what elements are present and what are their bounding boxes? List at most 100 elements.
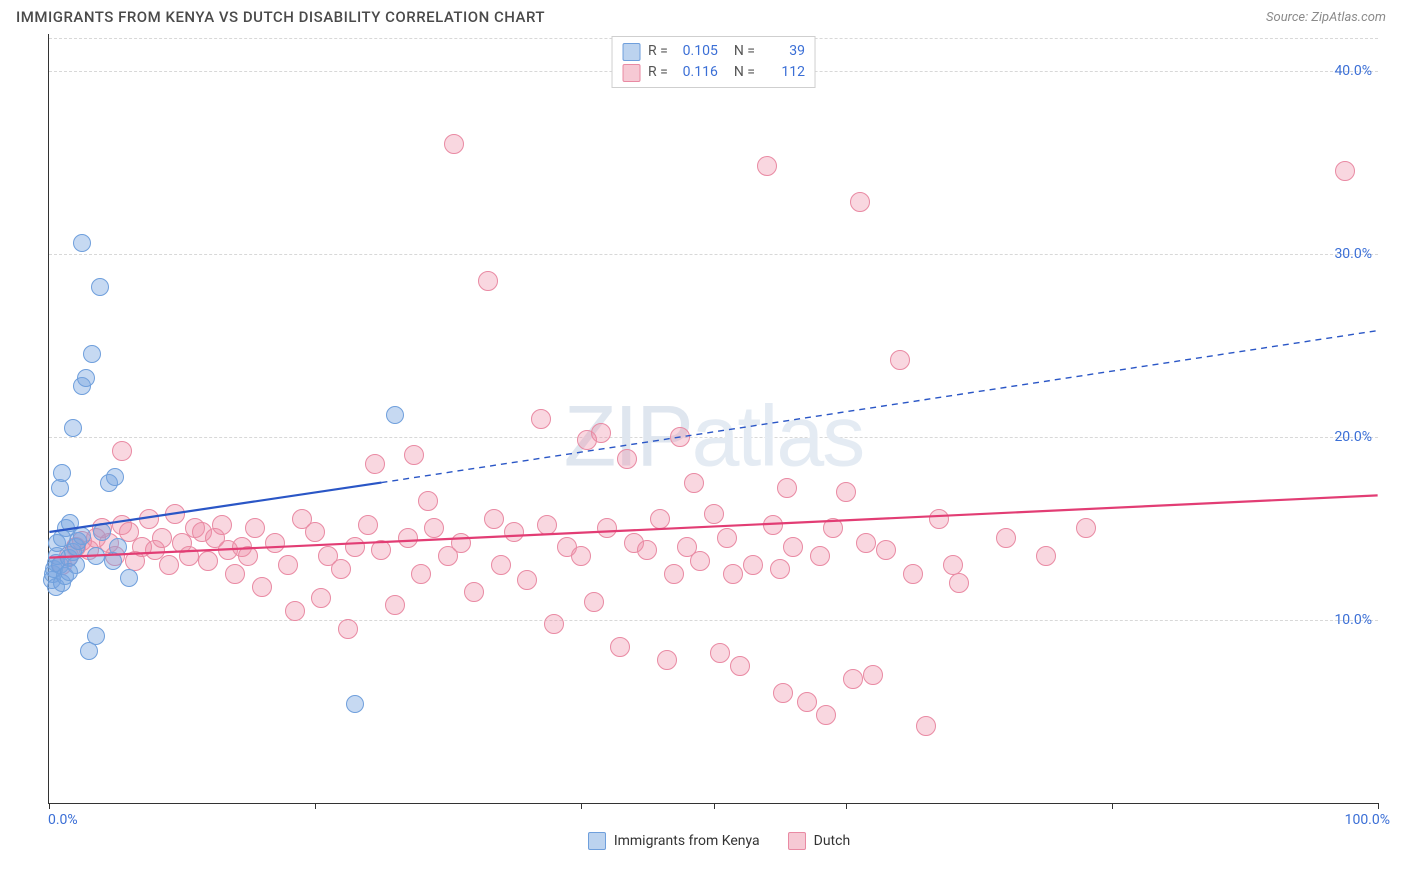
dutch-point (730, 656, 750, 676)
y-tick-label: 10.0% (1334, 612, 1372, 628)
dutch-point (179, 546, 199, 566)
x-tick (1112, 803, 1113, 809)
dutch-point (850, 192, 870, 212)
dutch-point (152, 528, 172, 548)
dutch-point (404, 445, 424, 465)
dutch-point (856, 533, 876, 553)
dutch-point (783, 537, 803, 557)
dutch-point (690, 551, 710, 571)
dutch-point (331, 559, 351, 579)
dutch-point (491, 555, 511, 575)
y-tick-label: 20.0% (1334, 429, 1372, 445)
legend-swatch (588, 832, 606, 850)
dutch-point (504, 522, 524, 542)
dutch-point (773, 683, 793, 703)
dutch-point (836, 482, 856, 502)
source-label: Source: ZipAtlas.com (1266, 10, 1386, 25)
dutch-point (398, 528, 418, 548)
kenya-point (61, 514, 79, 532)
kenya-point (53, 464, 71, 482)
page-title: IMMIGRANTS FROM KENYA VS DUTCH DISABILIT… (16, 8, 545, 26)
kenya-point (77, 369, 95, 387)
dutch-point (843, 669, 863, 689)
gridline (49, 437, 1378, 438)
legend-swatch (788, 832, 806, 850)
dutch-point (1335, 161, 1355, 181)
dutch-point (338, 619, 358, 639)
dutch-point (777, 478, 797, 498)
legend-n-value: 112 (761, 62, 805, 83)
legend-n-label: N = (734, 62, 755, 83)
x-tick (846, 803, 847, 809)
legend-label: Immigrants from Kenya (614, 833, 760, 849)
dutch-point (770, 559, 790, 579)
legend-item: Immigrants from Kenya (588, 832, 760, 850)
dutch-point (823, 518, 843, 538)
legend-label: Dutch (814, 833, 851, 849)
dutch-point (684, 473, 704, 493)
dutch-point (723, 564, 743, 584)
dutch-point (610, 637, 630, 657)
dutch-point (597, 518, 617, 538)
dutch-point (710, 643, 730, 663)
dutch-point (916, 716, 936, 736)
legend-r-label: R = (648, 41, 668, 62)
dutch-point (1076, 518, 1096, 538)
legend-n-value: 39 (761, 41, 805, 62)
dutch-point (571, 546, 591, 566)
dutch-point (311, 588, 331, 608)
kenya-point (93, 523, 111, 541)
kenya-point (104, 552, 122, 570)
dutch-point (478, 271, 498, 291)
dutch-point (903, 564, 923, 584)
x-tick-label-left: 0.0% (48, 812, 78, 828)
x-tick (581, 803, 582, 809)
legend-n-label: N = (734, 41, 755, 62)
dutch-point (212, 515, 232, 535)
kenya-point (386, 406, 404, 424)
dutch-point (139, 509, 159, 529)
dutch-point (949, 573, 969, 593)
legend-swatch (622, 43, 640, 61)
dutch-point (797, 692, 817, 712)
dutch-point (385, 595, 405, 615)
x-tick (315, 803, 316, 809)
kenya-point (106, 468, 124, 486)
dutch-point (345, 537, 365, 557)
kenya-point (64, 419, 82, 437)
dutch-point (637, 540, 657, 560)
dutch-point (517, 570, 537, 590)
legend-r-label: R = (648, 62, 668, 83)
dutch-point (112, 441, 132, 461)
kenya-point (87, 627, 105, 645)
dutch-point (537, 515, 557, 535)
dutch-point (584, 592, 604, 612)
scatter-plot: ZIPatlas R =0.105N =39R =0.116N =112 10.… (48, 34, 1378, 804)
dutch-point (245, 518, 265, 538)
dutch-point (657, 650, 677, 670)
dutch-point (531, 409, 551, 429)
legend-r-value: 0.105 (674, 41, 718, 62)
y-tick-label: 40.0% (1334, 63, 1372, 79)
dutch-point (238, 546, 258, 566)
kenya-point (60, 563, 78, 581)
x-tick (714, 803, 715, 809)
dutch-point (717, 528, 737, 548)
trend-lines (49, 34, 1378, 803)
legend-item: Dutch (788, 832, 851, 850)
dutch-point (358, 515, 378, 535)
kenya-point (346, 695, 364, 713)
x-tick (1378, 803, 1379, 809)
gridline (49, 620, 1378, 621)
dutch-point (371, 540, 391, 560)
dutch-point (664, 564, 684, 584)
dutch-point (165, 504, 185, 524)
dutch-point (159, 555, 179, 575)
dutch-point (484, 509, 504, 529)
dutch-point (743, 555, 763, 575)
dutch-point (544, 614, 564, 634)
dutch-point (943, 555, 963, 575)
dutch-point (252, 577, 272, 597)
y-tick-label: 30.0% (1334, 246, 1372, 262)
dutch-point (365, 454, 385, 474)
